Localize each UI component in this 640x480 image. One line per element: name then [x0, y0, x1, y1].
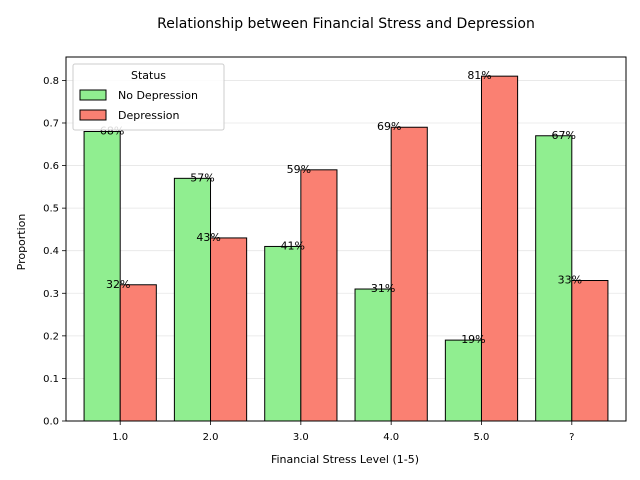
y-tick-label: 0.3 [43, 289, 59, 300]
bar-depression [390, 126, 428, 422]
bar-no-depression [444, 339, 482, 422]
y-tick-label: 0.4 [43, 246, 59, 257]
y-tick-label: 0.8 [43, 76, 59, 87]
bar-depression [210, 237, 248, 422]
data-label: 81% [467, 69, 491, 82]
y-tick-label: 0.1 [43, 374, 59, 385]
legend-box [72, 63, 225, 131]
y-tick-label: 0.5 [43, 204, 59, 215]
legend-swatch [79, 89, 107, 101]
axes: 0.0 0.1 0.2 0.3 0.4 0.5 0.6 0.7 0.8 1.0 2.0 3.0 4.0 5… [43, 56, 627, 443]
data-label: 59% [287, 163, 311, 176]
y-tick-label: 0.0 [43, 417, 59, 428]
y-tick-label: 0.6 [43, 161, 59, 172]
data-label: 67% [552, 129, 576, 142]
x-tick-label: 4.0 [383, 432, 399, 443]
plot-frame [65, 56, 627, 422]
y-axis-title: Proportion [15, 214, 28, 271]
data-label: 32% [106, 278, 130, 291]
bar-no-depression [535, 135, 573, 422]
x-tick-label: 3.0 [293, 432, 309, 443]
legend-swatch [79, 109, 107, 121]
chart-title: Relationship between Financial Stress an… [157, 16, 535, 32]
bars [83, 75, 609, 422]
x-axis-title: Financial Stress Level (1-5) [271, 453, 419, 466]
legend: Status No Depression Depression [72, 63, 225, 131]
bar-no-depression [354, 288, 392, 422]
data-label: 31% [371, 282, 395, 295]
legend-label: Depression [118, 109, 180, 122]
x-tick-label: 5.0 [474, 432, 490, 443]
bar-no-depression [83, 131, 121, 422]
legend-label: No Depression [118, 89, 198, 102]
bar-depression [300, 169, 338, 422]
y-tick-label: 0.7 [43, 118, 59, 129]
bar-depression [119, 284, 157, 422]
x-tick-label: ? [569, 432, 574, 443]
bar-depression [480, 75, 519, 422]
data-label: 69% [377, 120, 401, 133]
data-label: 43% [196, 231, 220, 244]
data-label: 57% [190, 171, 214, 184]
data-label: 33% [558, 274, 582, 287]
bar-no-depression [264, 245, 302, 422]
legend-title: Status [131, 69, 166, 82]
data-label: 41% [281, 239, 305, 252]
bar-depression [571, 280, 609, 422]
x-tick-label: 2.0 [203, 432, 219, 443]
bar-no-depression [173, 177, 212, 422]
data-label: 19% [461, 333, 485, 346]
grid-lines [66, 80, 626, 422]
data-labels: 68%57%41%31%19%67%32%43%59%69%81%33% [100, 69, 582, 346]
x-tick-label: 1.0 [112, 432, 128, 443]
y-tick-label: 0.2 [43, 331, 59, 342]
